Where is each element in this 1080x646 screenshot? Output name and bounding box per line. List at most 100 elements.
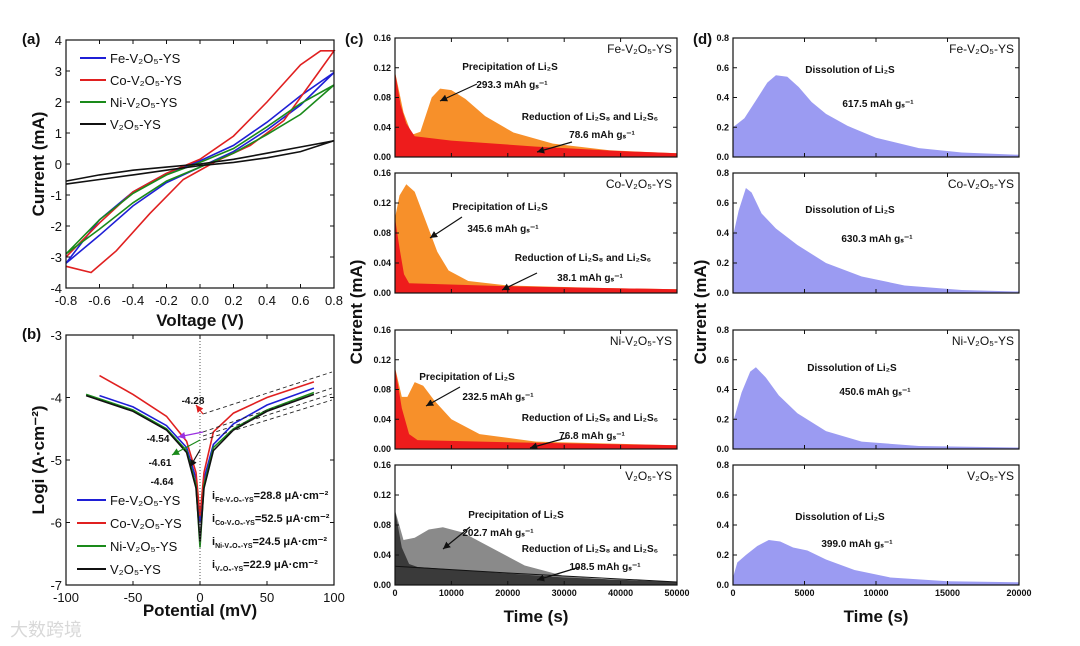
y-tick-label: 0.16 (373, 460, 391, 470)
x-tick-label: -0.6 (88, 293, 110, 308)
y-tick-label: 2 (55, 95, 62, 110)
x-tick-label: -0.8 (55, 293, 77, 308)
y-tick-label: -3 (50, 250, 62, 265)
annotation: Dissolution of Li₂S (805, 205, 895, 216)
y-tick-label: 0.4 (716, 520, 729, 530)
a-xlabel: Voltage (V) (156, 311, 244, 330)
y-tick-label: -1 (50, 188, 62, 203)
y-tick-label: 0.2 (716, 258, 729, 268)
corrosion-current-v2o5: iV₂O₅-YS=22.9 μA·cm⁻² (212, 559, 318, 573)
x-tick-label: 15000 (935, 588, 960, 598)
y-tick-label: 0.16 (373, 168, 391, 178)
panel-label: Co-V₂O₅-YS (606, 177, 672, 191)
annotation-arrow (439, 83, 478, 102)
annotation-arrow (189, 449, 201, 468)
corrosion-current-fe: iFe-V₂O₅-YS=28.8 μA·cm⁻² (212, 490, 329, 504)
annotation: Precipitation of Li₂S (452, 202, 548, 213)
area-series (733, 75, 1019, 157)
chart-c2: 0.00 0.04 0.08 0.12 0.16 Co-V₂O₅-YS Precipitat… (373, 168, 678, 298)
x-tick-label: 20000 (1006, 588, 1031, 598)
y-tick-label: 0.08 (373, 385, 391, 395)
annotation: 78.6 mAh gₛ⁻¹ (569, 130, 635, 141)
annotation: 345.6 mAh gₛ⁻¹ (467, 224, 539, 235)
y-tick-label: 4 (55, 33, 62, 48)
tafel-fit-line (202, 399, 333, 441)
panel-letter-b: (b) (22, 326, 41, 343)
y-tick-label: -3 (50, 328, 62, 343)
y-tick-label: 0.6 (716, 63, 729, 73)
y-tick-label: -4 (50, 391, 62, 406)
annotation: 38.1 mAh gₛ⁻¹ (557, 273, 623, 284)
chart-a: -0.8 -0.6 -0.4 -0.2 0.0 0.2 0.4 0.6 0.8 -4 -3 -2 -1 0… (50, 33, 343, 308)
legend-label: Fe-V₂O₅-YS (110, 51, 181, 66)
y-tick-label: 0.00 (373, 444, 391, 454)
chart-c4: 0 10000 20000 30000 40000 50000 0.00 0.04 0.08 0.… (373, 460, 689, 598)
annotation: Precipitation of Li₂S (419, 372, 515, 383)
legend-label: Co-V₂O₅-YS (110, 73, 182, 88)
annotation: Dissolution of Li₂S (795, 512, 885, 523)
y-tick-label: 0.12 (373, 490, 391, 500)
watermark: 大数跨境 (10, 620, 82, 640)
annotation: 232.5 mAh gₛ⁻¹ (462, 392, 534, 403)
d-ylabel: Current (mA) (691, 260, 710, 365)
reduction-baseline (394, 565, 678, 583)
annotation: 450.6 mAh gₛ⁻¹ (839, 387, 911, 398)
area-series (395, 510, 677, 585)
area-series (733, 540, 1019, 585)
x-tick-label: -100 (53, 590, 79, 605)
annotation: 293.3 mAh gₛ⁻¹ (476, 80, 548, 91)
y-tick-label: 0.04 (373, 258, 391, 268)
tafel-fit-line (202, 393, 333, 437)
area-series (395, 510, 677, 585)
legend-label: Co-V₂O₅-YS (110, 516, 182, 531)
line-series (85, 393, 315, 542)
y-tick-label: 0.12 (373, 198, 391, 208)
y-tick-label: 0.8 (716, 460, 729, 470)
area-series (395, 71, 677, 157)
x-tick-label: 100 (323, 590, 345, 605)
area-series (733, 188, 1019, 293)
annotation: Reduction of Li₂S₈ and Li₂S₆ (522, 413, 658, 424)
x-tick-label: 0.4 (258, 293, 276, 308)
x-tick-label: 0.2 (224, 293, 242, 308)
y-tick-label: 0.6 (716, 490, 729, 500)
annotation: -4.64 (151, 477, 174, 488)
x-tick-label: -0.4 (122, 293, 144, 308)
area-series (733, 367, 1019, 449)
y-tick-label: 0.6 (716, 198, 729, 208)
panel-letter-d: (d) (693, 31, 712, 48)
c-ylabel: Current (mA) (347, 260, 366, 365)
y-tick-label: 0.0 (716, 288, 729, 298)
y-tick-label: 0.04 (373, 550, 391, 560)
y-tick-label: 0.16 (373, 325, 391, 335)
chart-c1: 0.00 0.04 0.08 0.12 0.16 Fe-V₂O₅-YS Precipitat… (373, 33, 678, 162)
x-tick-label: 0.6 (291, 293, 309, 308)
chart-d4: 0 5000 10000 15000 20000 0.0 0.2 0.4 0.6 0.8 V₂O₅-… (716, 460, 1031, 598)
panel-label: Fe-V₂O₅-YS (949, 42, 1014, 56)
x-tick-label: 50 (260, 590, 274, 605)
annotation: 108.5 mAh gₛ⁻¹ (569, 562, 641, 573)
legend-label: V₂O₅-YS (110, 117, 161, 132)
tafel-fit-line (202, 387, 333, 433)
annotation: 617.5 mAh gₛ⁻¹ (842, 99, 914, 110)
annotation: 630.3 mAh gₛ⁻¹ (841, 234, 913, 245)
annotation-arrow (171, 439, 201, 456)
y-tick-label: 0.8 (716, 168, 729, 178)
panel-label: Fe-V₂O₅-YS (607, 42, 672, 56)
annotation-arrow (501, 272, 538, 291)
x-tick-label: -50 (124, 590, 143, 605)
x-tick-label: 0 (196, 590, 203, 605)
y-tick-label: 0.0 (716, 444, 729, 454)
y-tick-label: 0.4 (716, 93, 729, 103)
corrosion-current-co: iCo-V₂O₅-YS=52.5 μA·cm⁻² (212, 513, 330, 527)
y-tick-label: 0.08 (373, 93, 391, 103)
legend-label: V₂O₅-YS (110, 562, 161, 577)
x-tick-label: 10000 (439, 588, 464, 598)
legend-a: Fe-V₂O₅-YS Co-V₂O₅-YS Ni-V₂O₅-YS V₂O₅-YS (80, 51, 182, 132)
area-series (395, 184, 677, 293)
y-tick-label: -7 (50, 578, 62, 593)
legend-label: Ni-V₂O₅-YS (110, 539, 178, 554)
y-tick-label: -5 (50, 453, 62, 468)
annotation: Precipitation of Li₂S (462, 62, 558, 73)
